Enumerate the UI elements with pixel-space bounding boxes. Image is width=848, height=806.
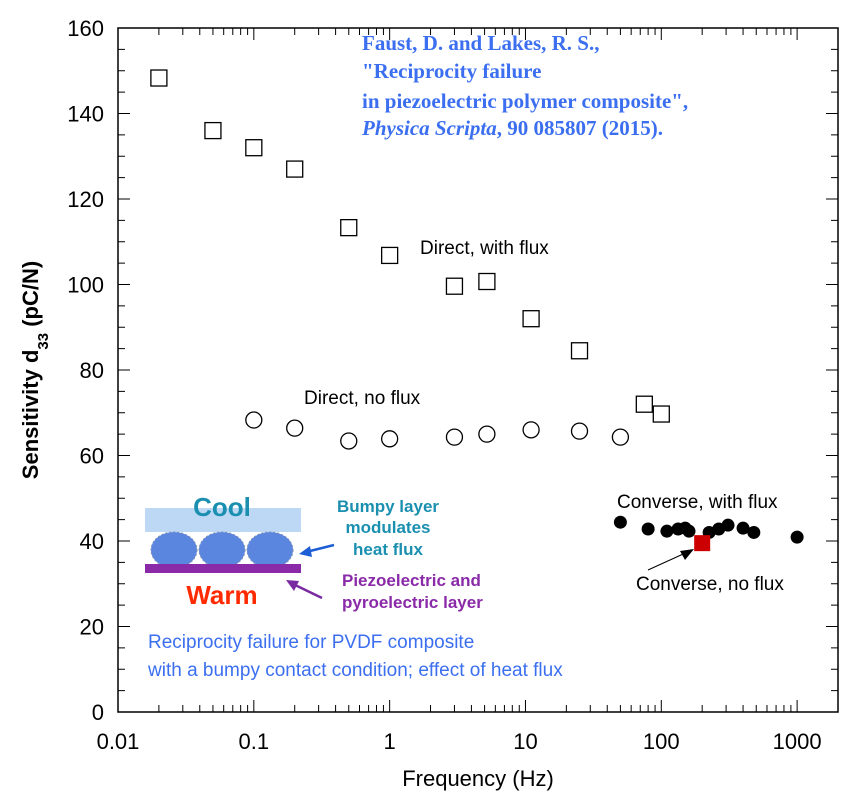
point-direct-with-flux bbox=[522, 310, 540, 328]
note: Reciprocity failure for PVDF composite w… bbox=[147, 632, 563, 681]
point-converse-with-flux bbox=[641, 522, 655, 536]
bump bbox=[246, 531, 294, 569]
point-direct-with-flux bbox=[478, 272, 496, 291]
label-direct-with-flux: Direct, with flux bbox=[420, 238, 549, 259]
point-converse-with-flux bbox=[721, 518, 735, 532]
axis-ticks: 0.01 0.1 1 10 100 1000 0 20 40 60 80 100 120 140 160 bbox=[67, 16, 839, 754]
point-direct-no-flux bbox=[245, 411, 263, 429]
point-converse-with-flux bbox=[790, 530, 804, 544]
bump bbox=[198, 531, 246, 569]
data-marks bbox=[150, 69, 804, 552]
warm-label: Warm bbox=[186, 580, 257, 610]
point-direct-no-flux bbox=[286, 419, 304, 437]
point-direct-no-flux bbox=[522, 421, 540, 439]
point-direct-with-flux bbox=[286, 160, 304, 178]
citation: Faust, D. and Lakes, R. S., "Reciprocity… bbox=[361, 31, 688, 140]
point-direct-no-flux bbox=[340, 432, 358, 450]
y-tick-label: 60 bbox=[80, 444, 104, 469]
point-converse-no-flux bbox=[694, 535, 711, 552]
point-direct-no-flux bbox=[611, 428, 630, 446]
svg-text:"Reciprocity failure: "Reciprocity failure bbox=[362, 59, 541, 83]
point-direct-with-flux bbox=[445, 277, 464, 295]
svg-text:Reciprocity failure for PVDF c: Reciprocity failure for PVDF composite bbox=[148, 632, 474, 653]
piezo-layer bbox=[145, 564, 301, 573]
point-converse-with-flux bbox=[613, 515, 627, 529]
y-tick-label: 0 bbox=[92, 700, 104, 725]
y-tick-label: 160 bbox=[67, 16, 104, 41]
x-tick-label: 1000 bbox=[773, 729, 822, 754]
y-tick-label: 20 bbox=[80, 615, 104, 640]
bumpy-label: Bumpy layer bbox=[337, 497, 439, 516]
cool-label: Cool bbox=[193, 492, 251, 522]
point-direct-with-flux bbox=[652, 405, 670, 423]
point-direct-with-flux bbox=[570, 342, 589, 360]
x-tick-label: 100 bbox=[643, 729, 680, 754]
label-converse-with-flux: Converse, with flux bbox=[617, 492, 778, 513]
point-direct-no-flux bbox=[445, 428, 464, 446]
point-direct-with-flux bbox=[150, 69, 168, 87]
point-direct-with-flux bbox=[340, 218, 358, 237]
inset-diagram: Cool Warm Bumpy layer modulates heat flu… bbox=[145, 492, 483, 612]
piezo-label: pyroelectric layer bbox=[342, 593, 483, 612]
x-axis-title: Frequency (Hz) bbox=[402, 766, 554, 791]
arrowhead-icon bbox=[286, 580, 299, 591]
point-direct-with-flux bbox=[204, 121, 222, 140]
x-tick-label: 0.1 bbox=[239, 729, 270, 754]
y-tick-label: 40 bbox=[80, 529, 104, 554]
point-converse-with-flux bbox=[682, 524, 696, 538]
point-direct-with-flux bbox=[635, 395, 653, 413]
piezo-label: Piezoelectric and bbox=[342, 571, 481, 590]
point-direct-no-flux bbox=[380, 430, 399, 448]
x-tick-label: 10 bbox=[513, 729, 537, 754]
arrow-purple bbox=[292, 582, 323, 600]
svg-text:Physica Scripta, 90 085807 (20: Physica Scripta, 90 085807 (2015). bbox=[361, 116, 663, 140]
svg-text:Faust, D. and Lakes, R. S.,: Faust, D. and Lakes, R. S., bbox=[362, 31, 599, 55]
y-tick-label: 140 bbox=[67, 102, 104, 127]
point-direct-with-flux bbox=[245, 139, 263, 157]
point-direct-no-flux bbox=[478, 425, 496, 443]
y-tick-label: 100 bbox=[67, 273, 104, 298]
y-axis-title: Sensitivity d33 (pC/N) bbox=[18, 261, 52, 479]
bumpy-label: heat flux bbox=[353, 540, 423, 559]
label-converse-no-flux: Converse, no flux bbox=[636, 574, 784, 595]
x-tick-label: 0.01 bbox=[97, 729, 140, 754]
point-converse-with-flux bbox=[660, 524, 674, 538]
arrowhead-icon bbox=[299, 546, 312, 557]
arrowhead-icon bbox=[680, 549, 694, 560]
point-converse-with-flux bbox=[747, 525, 761, 539]
x-tick-label: 1 bbox=[384, 729, 396, 754]
y-tick-label: 80 bbox=[80, 358, 104, 383]
point-direct-no-flux bbox=[570, 422, 589, 440]
bump bbox=[150, 531, 198, 569]
point-direct-with-flux bbox=[380, 246, 399, 265]
label-direct-no-flux: Direct, no flux bbox=[304, 388, 421, 409]
point-converse-with-flux bbox=[736, 521, 750, 535]
cool-layer bbox=[145, 508, 301, 532]
svg-text:with a bumpy contact condition: with a bumpy contact condition; effect o… bbox=[147, 660, 563, 681]
bumpy-label: modulates bbox=[345, 518, 430, 537]
y-tick-label: 120 bbox=[67, 187, 104, 212]
svg-text:in piezoelectric polymer compo: in piezoelectric polymer composite", bbox=[362, 89, 688, 113]
